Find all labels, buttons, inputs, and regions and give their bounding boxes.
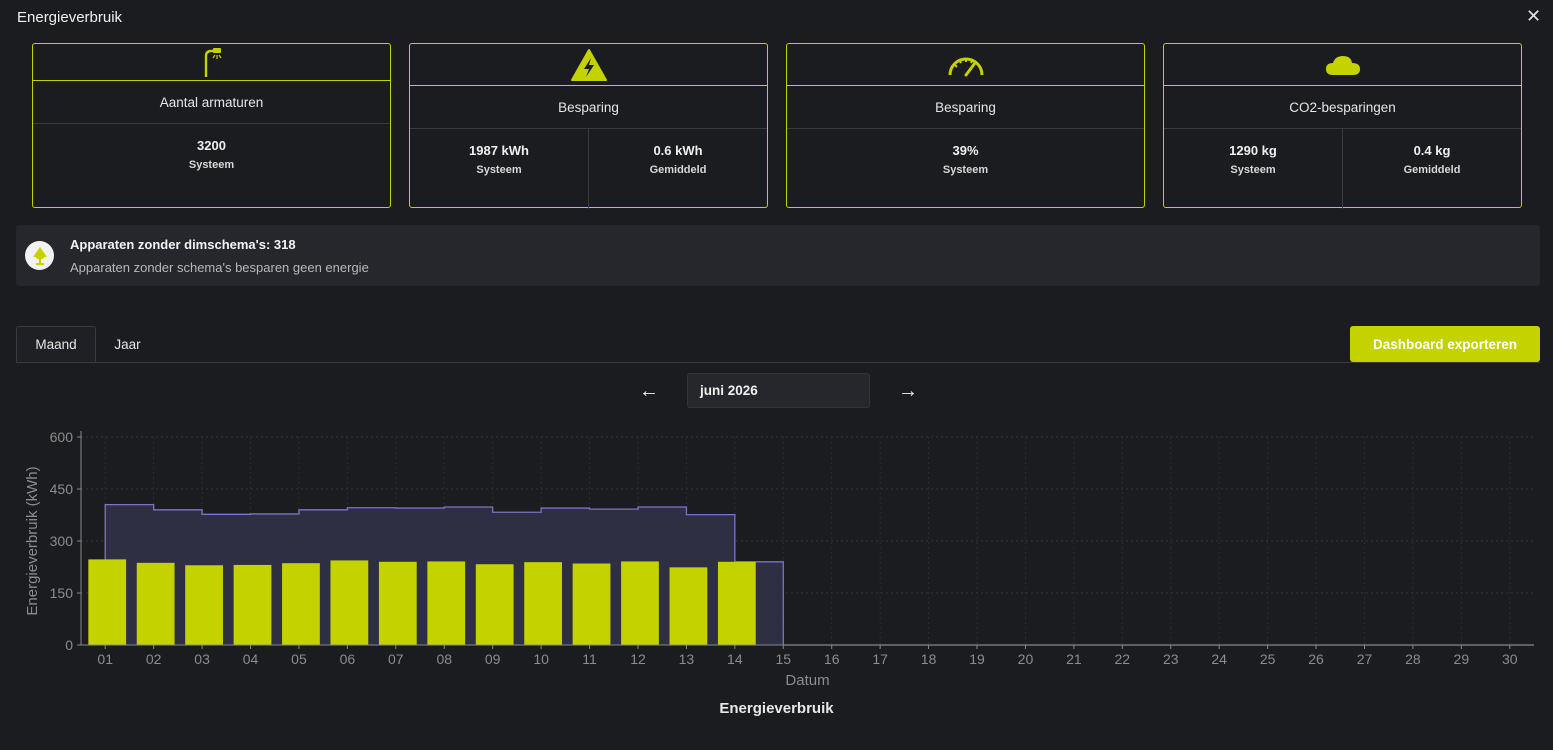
tree-icon bbox=[25, 241, 54, 270]
x-tick-label: 27 bbox=[1357, 651, 1373, 667]
x-tick-label: 23 bbox=[1163, 651, 1179, 667]
card-savings-percent: Besparing 39% Systeem bbox=[786, 43, 1145, 208]
card-co2-savings: CO2-besparingen 1290 kg Systeem 0.4 kg G… bbox=[1163, 43, 1522, 209]
card-value: 0.6 kWh bbox=[653, 143, 703, 158]
x-tick-label: 17 bbox=[872, 651, 888, 667]
card-caption: Systeem bbox=[188, 159, 235, 171]
card-fixture-count: Aantal armaturen 3200 Systeem bbox=[32, 43, 391, 208]
y-tick-label: 300 bbox=[50, 533, 74, 549]
x-tick-label: 01 bbox=[97, 651, 113, 667]
bar bbox=[233, 564, 272, 645]
bar bbox=[572, 563, 611, 645]
arrow-left-icon[interactable]: ← bbox=[639, 380, 659, 402]
x-tick-label: 06 bbox=[340, 651, 356, 667]
export-dashboard-button[interactable]: Dashboard exporteren bbox=[1350, 326, 1540, 362]
bar bbox=[136, 562, 175, 645]
gauge-icon bbox=[948, 57, 983, 76]
month-picker[interactable]: juni 2026 bbox=[687, 373, 870, 408]
x-tick-label: 30 bbox=[1502, 651, 1518, 667]
bar bbox=[475, 564, 514, 645]
notice-text: Apparaten zonder schema's besparen geen … bbox=[70, 260, 369, 275]
window-title: Energieverbruik bbox=[17, 9, 123, 26]
bar bbox=[524, 562, 563, 645]
tab-year[interactable]: Jaar bbox=[114, 336, 141, 352]
card-caption: Gemiddeld bbox=[1403, 164, 1461, 176]
card-label: Besparing bbox=[787, 86, 1144, 129]
x-tick-label: 03 bbox=[194, 651, 210, 667]
card-value: 1290 kg bbox=[1229, 143, 1277, 158]
close-icon[interactable]: ✕ bbox=[1526, 6, 1542, 26]
x-tick-label: 18 bbox=[921, 651, 937, 667]
bar bbox=[378, 561, 417, 645]
x-tick-label: 26 bbox=[1308, 651, 1324, 667]
period-tabs: Maand Jaar bbox=[16, 326, 1540, 363]
card-caption: Systeem bbox=[942, 164, 989, 176]
x-tick-label: 28 bbox=[1405, 651, 1421, 667]
card-value: 1987 kWh bbox=[469, 143, 529, 158]
card-caption: Gemiddeld bbox=[649, 164, 707, 176]
notice-title: Apparaten zonder dimschema's: 318 bbox=[70, 237, 296, 252]
bar bbox=[282, 563, 320, 645]
card-caption: Systeem bbox=[476, 164, 522, 176]
card-label: Besparing bbox=[410, 86, 767, 129]
arrow-right-icon[interactable]: → bbox=[898, 380, 918, 402]
bar bbox=[717, 561, 756, 645]
x-tick-label: 04 bbox=[243, 651, 259, 667]
card-label: Aantal armaturen bbox=[33, 81, 390, 124]
x-tick-label: 22 bbox=[1115, 651, 1131, 667]
x-tick-label: 24 bbox=[1211, 651, 1227, 667]
x-tick-label: 13 bbox=[679, 651, 695, 667]
x-tick-label: 10 bbox=[533, 651, 549, 667]
chart-title: Energieverbruik bbox=[719, 700, 834, 717]
bar bbox=[669, 567, 708, 645]
x-tick-label: 14 bbox=[727, 651, 743, 667]
bar bbox=[88, 559, 127, 645]
x-tick-label: 07 bbox=[388, 651, 404, 667]
card-value: 39% bbox=[952, 143, 979, 158]
card-energy-savings: Besparing 1987 kWh Systeem 0.6 kWh Gemid… bbox=[409, 43, 768, 209]
x-tick-label: 05 bbox=[291, 651, 307, 667]
x-tick-label: 29 bbox=[1454, 651, 1470, 667]
y-tick-label: 450 bbox=[50, 481, 74, 497]
series-area bbox=[105, 504, 1553, 645]
high-voltage-icon bbox=[570, 48, 607, 81]
card-label: CO2-besparingen bbox=[1164, 86, 1521, 129]
cloud-icon bbox=[1325, 55, 1360, 75]
bar bbox=[330, 560, 369, 645]
x-tick-label: 11 bbox=[582, 651, 597, 667]
x-tick-label: 02 bbox=[146, 651, 162, 667]
energy-chart: 0 150 300 450 600 01 02 03 04 05 06 07 08 09 10 11 12 13 1… bbox=[24, 429, 1553, 689]
x-axis-label: Datum bbox=[785, 672, 829, 689]
y-axis-label: Energieverbruik (kWh) bbox=[24, 466, 41, 615]
card-value: 3200 bbox=[197, 138, 226, 153]
x-tick-label: 20 bbox=[1018, 651, 1034, 667]
x-tick-label: 08 bbox=[436, 651, 452, 667]
card-value: 0.4 kg bbox=[1413, 143, 1451, 158]
x-tick-label: 21 bbox=[1066, 651, 1082, 667]
tab-month[interactable]: Maand bbox=[16, 326, 96, 362]
x-tick-label: 12 bbox=[630, 651, 646, 667]
y-tick-label: 150 bbox=[50, 585, 74, 601]
bar bbox=[427, 561, 466, 645]
x-tick-label: 16 bbox=[824, 651, 840, 667]
bar bbox=[621, 561, 659, 645]
card-caption: Systeem bbox=[1230, 164, 1276, 176]
street-lamp-icon bbox=[204, 48, 221, 77]
x-tick-label: 09 bbox=[485, 651, 501, 667]
x-tick-label: 19 bbox=[969, 651, 985, 667]
y-tick-label: 0 bbox=[65, 637, 73, 653]
bar bbox=[185, 565, 223, 645]
no-schedule-notice: Apparaten zonder dimschema's: 318 Appara… bbox=[16, 225, 1540, 286]
x-tick-label: 25 bbox=[1260, 651, 1276, 667]
x-tick-label: 15 bbox=[775, 651, 791, 667]
y-tick-label: 600 bbox=[50, 429, 74, 445]
